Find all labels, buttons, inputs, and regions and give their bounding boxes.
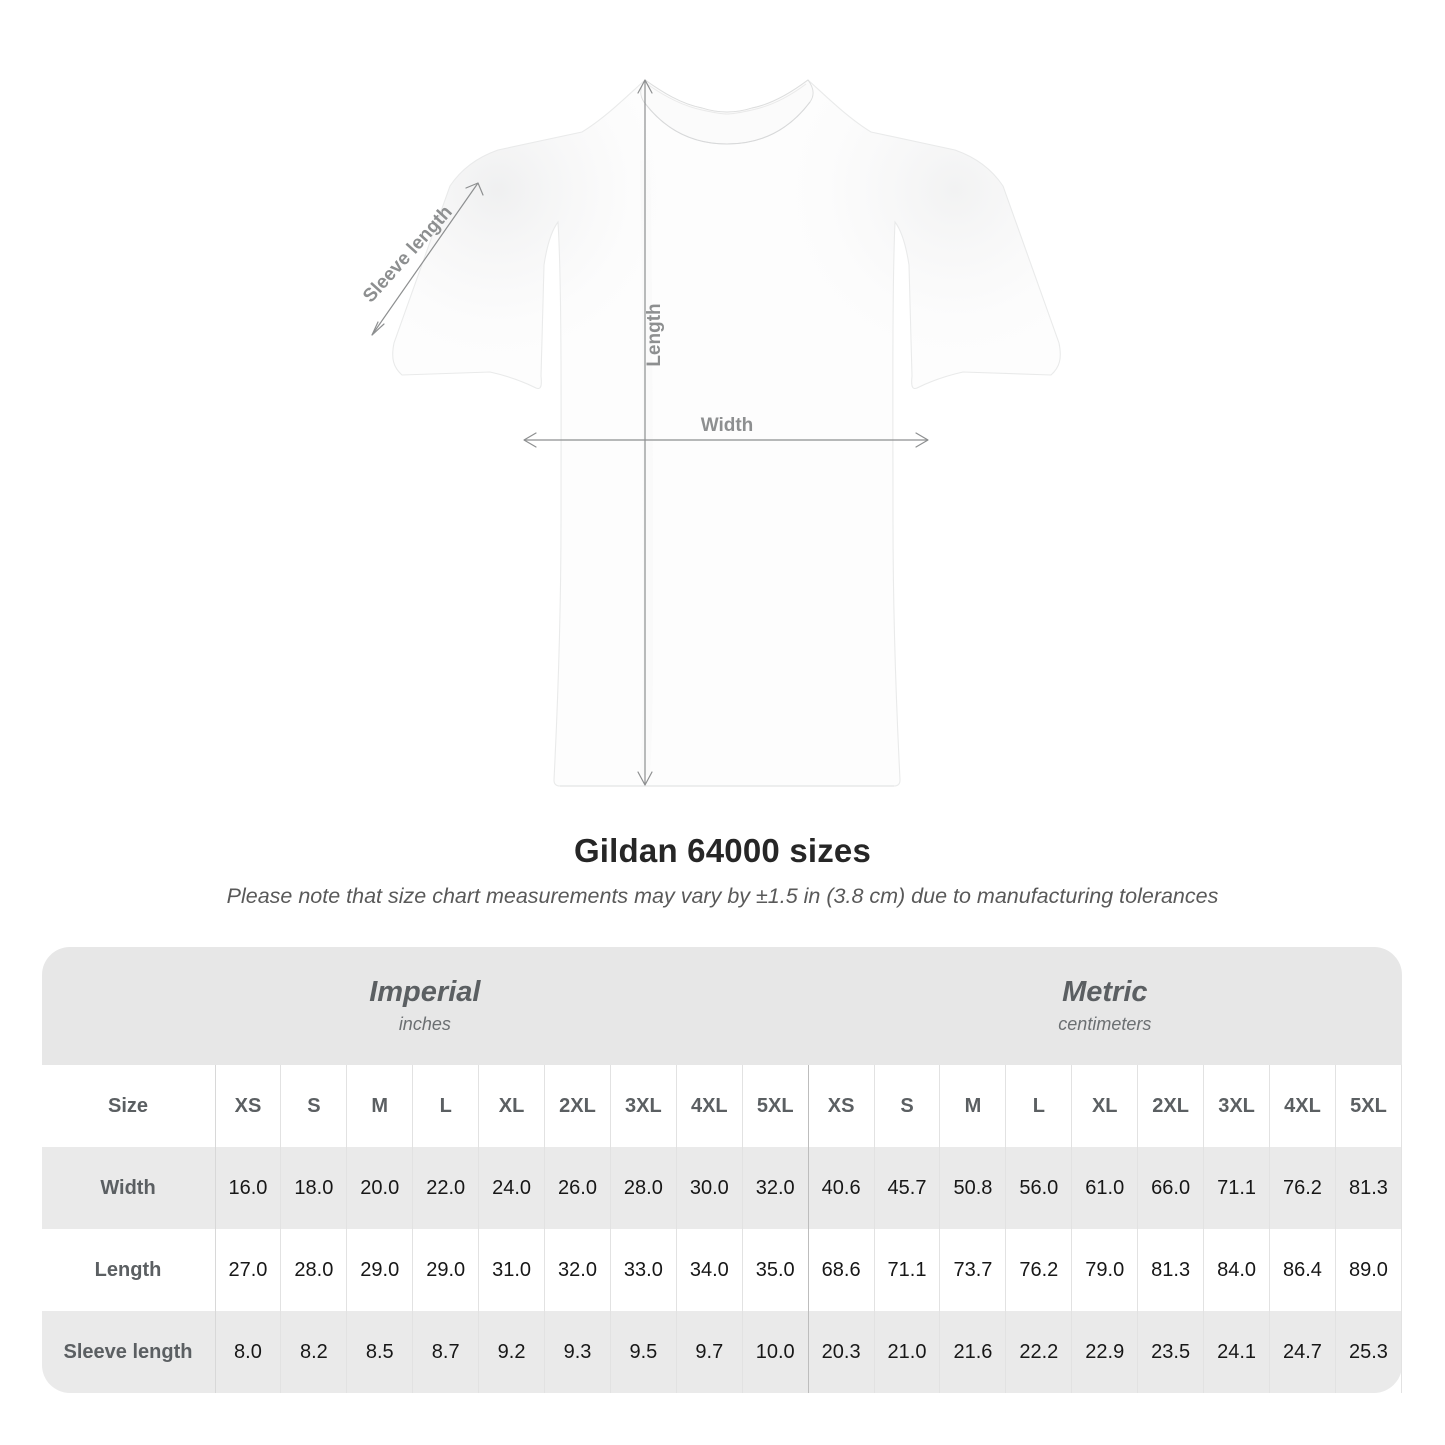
svg-text:Width: Width bbox=[701, 415, 754, 436]
svg-text:Length: Length bbox=[644, 303, 665, 366]
